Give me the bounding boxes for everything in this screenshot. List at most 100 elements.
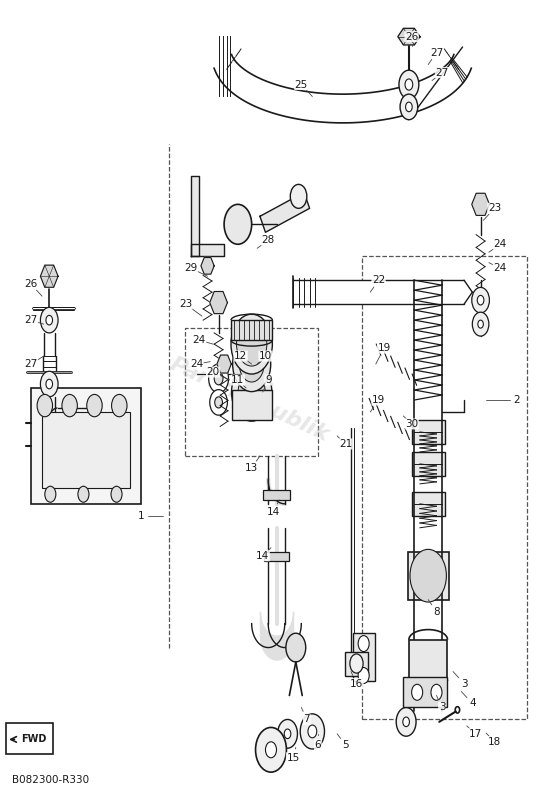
Circle shape (37, 394, 53, 417)
Text: 20: 20 (206, 367, 220, 377)
Bar (31, 388, 142, 504)
Text: 22: 22 (372, 275, 385, 286)
Text: 3: 3 (439, 702, 445, 713)
Circle shape (290, 184, 307, 208)
Text: 25: 25 (295, 79, 308, 90)
Text: FWD: FWD (21, 734, 46, 744)
Circle shape (231, 314, 273, 374)
Circle shape (46, 315, 53, 325)
Bar (42, 412, 131, 488)
Text: B082300-R330: B082300-R330 (12, 775, 89, 785)
Bar (362, 256, 528, 719)
Circle shape (472, 287, 489, 313)
Circle shape (87, 394, 102, 417)
Text: 7: 7 (304, 714, 310, 725)
Text: 29: 29 (184, 263, 197, 274)
Circle shape (111, 486, 122, 502)
Circle shape (350, 654, 363, 673)
Text: 23: 23 (179, 299, 192, 309)
Text: 27: 27 (24, 315, 38, 325)
Text: 27: 27 (24, 359, 38, 369)
Bar (231, 320, 273, 340)
Text: 6: 6 (315, 740, 321, 750)
Circle shape (237, 322, 267, 366)
Circle shape (477, 295, 484, 305)
Circle shape (284, 729, 291, 738)
Circle shape (112, 394, 127, 417)
Circle shape (472, 312, 489, 336)
FancyBboxPatch shape (6, 723, 53, 754)
Bar (264, 552, 289, 562)
Polygon shape (472, 194, 489, 215)
Text: 14: 14 (267, 507, 280, 517)
Text: 27: 27 (430, 48, 443, 58)
Circle shape (208, 364, 228, 393)
Text: 9: 9 (265, 375, 272, 385)
Text: 28: 28 (262, 235, 275, 246)
Text: 24: 24 (192, 335, 206, 345)
Circle shape (232, 363, 272, 421)
Text: 16: 16 (350, 678, 363, 689)
Text: 26: 26 (405, 32, 418, 42)
Bar (185, 328, 318, 456)
Bar (346, 651, 368, 675)
Circle shape (411, 684, 422, 700)
Circle shape (410, 550, 446, 602)
Circle shape (399, 70, 419, 99)
Circle shape (40, 371, 58, 397)
Text: 24: 24 (190, 359, 203, 369)
Circle shape (255, 727, 286, 772)
Text: 11: 11 (231, 375, 244, 385)
Text: PartsRepublik: PartsRepublik (166, 354, 332, 446)
Circle shape (358, 635, 369, 651)
Text: 3: 3 (461, 678, 467, 689)
Circle shape (214, 372, 223, 385)
Circle shape (405, 102, 412, 112)
Circle shape (400, 94, 418, 120)
Bar (263, 490, 290, 500)
Polygon shape (260, 192, 310, 232)
Text: 14: 14 (256, 550, 269, 561)
Polygon shape (217, 355, 231, 373)
Text: 30: 30 (405, 419, 418, 429)
Circle shape (431, 684, 442, 700)
Text: 5: 5 (342, 740, 349, 750)
Circle shape (308, 725, 317, 738)
Text: 2: 2 (513, 395, 520, 405)
Polygon shape (191, 244, 224, 256)
Circle shape (210, 390, 227, 415)
Bar (408, 552, 448, 600)
Circle shape (238, 373, 265, 411)
Bar (353, 633, 375, 681)
Text: 8: 8 (433, 606, 440, 617)
Circle shape (286, 633, 306, 662)
Circle shape (62, 394, 77, 417)
Text: 21: 21 (339, 439, 352, 449)
Text: 19: 19 (372, 395, 385, 405)
Circle shape (224, 204, 252, 244)
Circle shape (300, 714, 325, 749)
Circle shape (45, 486, 56, 502)
Text: 27: 27 (435, 67, 448, 78)
Text: 23: 23 (488, 203, 501, 214)
Circle shape (403, 717, 409, 726)
Circle shape (239, 346, 264, 382)
Text: 24: 24 (493, 239, 507, 250)
Text: 26: 26 (24, 279, 38, 290)
Bar (411, 420, 445, 444)
Circle shape (215, 397, 222, 408)
Polygon shape (201, 258, 214, 274)
Circle shape (40, 307, 58, 333)
Bar (411, 492, 445, 516)
Text: 19: 19 (378, 343, 390, 353)
Text: 15: 15 (286, 753, 300, 762)
Bar (411, 452, 445, 476)
Bar (409, 639, 447, 679)
Text: 17: 17 (468, 729, 482, 739)
Text: 1: 1 (138, 510, 145, 521)
Circle shape (233, 337, 271, 392)
Polygon shape (398, 28, 420, 45)
Bar (403, 677, 447, 707)
Circle shape (358, 667, 369, 683)
Circle shape (405, 79, 413, 90)
